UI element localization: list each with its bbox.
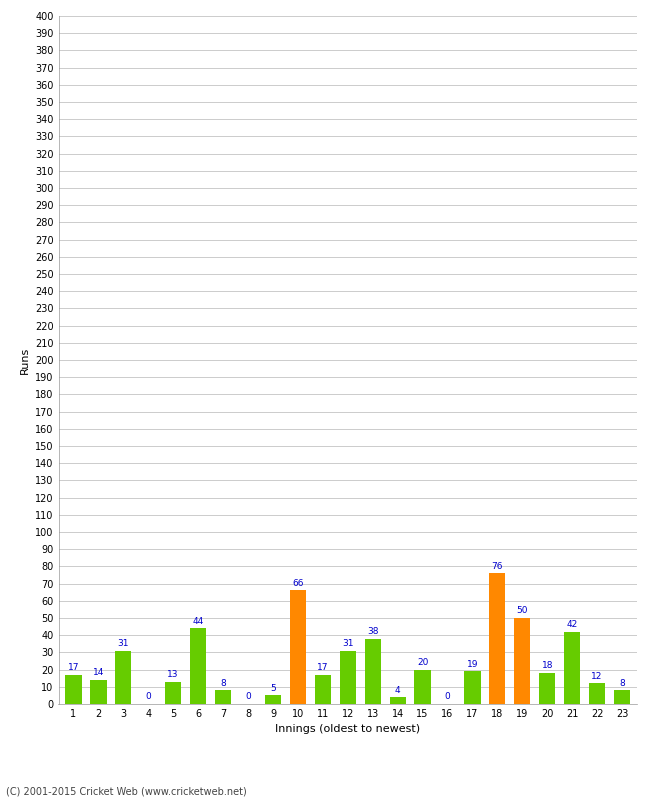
Bar — [66, 674, 81, 704]
Text: 76: 76 — [491, 562, 503, 570]
Bar — [365, 638, 381, 704]
Text: 0: 0 — [146, 693, 151, 702]
Text: 44: 44 — [192, 617, 203, 626]
Text: 18: 18 — [541, 662, 553, 670]
Y-axis label: Runs: Runs — [20, 346, 29, 374]
Bar — [614, 690, 630, 704]
Text: 5: 5 — [270, 684, 276, 693]
Text: 4: 4 — [395, 686, 400, 694]
Text: 66: 66 — [292, 579, 304, 588]
Bar — [265, 695, 281, 704]
Bar — [539, 673, 555, 704]
Bar — [190, 628, 206, 704]
Bar — [589, 683, 605, 704]
Text: (C) 2001-2015 Cricket Web (www.cricketweb.net): (C) 2001-2015 Cricket Web (www.cricketwe… — [6, 786, 247, 796]
Text: 19: 19 — [467, 660, 478, 669]
Text: 0: 0 — [445, 693, 450, 702]
Text: 31: 31 — [342, 639, 354, 648]
Bar — [215, 690, 231, 704]
Bar — [564, 632, 580, 704]
Bar — [290, 590, 306, 704]
Bar — [415, 670, 431, 704]
Bar — [165, 682, 181, 704]
Text: 17: 17 — [317, 663, 328, 672]
Text: 8: 8 — [220, 678, 226, 688]
Text: 12: 12 — [592, 672, 603, 681]
Text: 8: 8 — [619, 678, 625, 688]
Bar — [315, 674, 331, 704]
Text: 50: 50 — [517, 606, 528, 615]
Text: 13: 13 — [168, 670, 179, 679]
Text: 0: 0 — [245, 693, 251, 702]
Bar — [340, 650, 356, 704]
Bar — [464, 671, 480, 704]
Bar — [115, 650, 131, 704]
Text: 14: 14 — [93, 668, 104, 678]
Bar — [389, 697, 406, 704]
X-axis label: Innings (oldest to newest): Innings (oldest to newest) — [275, 725, 421, 734]
Text: 42: 42 — [567, 620, 578, 629]
Text: 38: 38 — [367, 627, 378, 636]
Text: 20: 20 — [417, 658, 428, 667]
Text: 17: 17 — [68, 663, 79, 672]
Bar — [514, 618, 530, 704]
Text: 31: 31 — [118, 639, 129, 648]
Bar — [489, 574, 506, 704]
Bar — [90, 680, 107, 704]
